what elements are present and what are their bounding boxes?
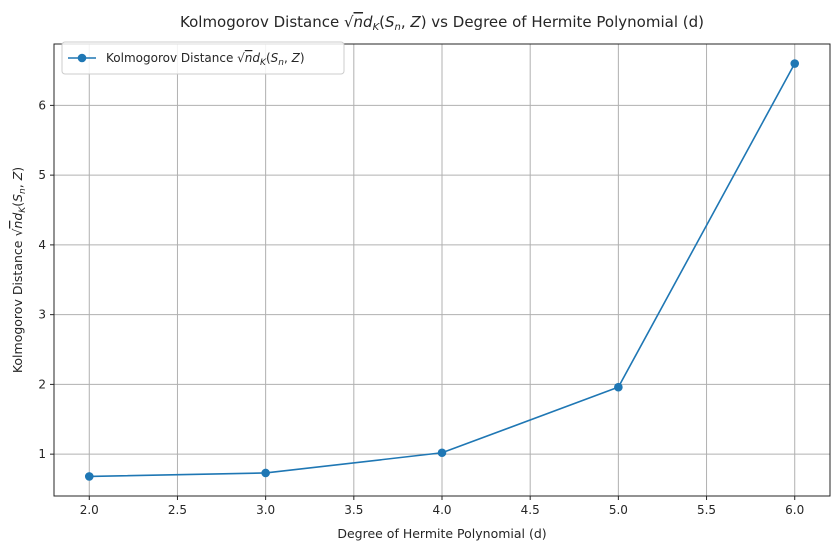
legend-marker-swatch — [77, 53, 87, 63]
x-tick-label: 5.0 — [609, 503, 628, 517]
y-tick-label: 6 — [38, 98, 46, 112]
x-tick-label: 3.5 — [344, 503, 363, 517]
x-tick-label: 3.0 — [256, 503, 275, 517]
y-tick-label: 5 — [38, 168, 46, 182]
data-point — [437, 448, 447, 458]
data-point — [790, 59, 800, 68]
legend-box — [61, 41, 345, 75]
data-point — [614, 382, 623, 392]
x-axis-label: Degree of Hermite Polynomial (d) — [337, 526, 546, 541]
y-axis-label: Kolmogorov Distance √ndK(Sn, Z) — [10, 167, 28, 373]
y-tick-label: 2 — [38, 377, 46, 391]
data-point — [84, 472, 94, 481]
x-tick-label: 2.5 — [168, 503, 187, 517]
x-tick-label: 4.5 — [521, 503, 540, 517]
data-point — [261, 468, 270, 478]
y-tick-label: 4 — [38, 238, 46, 252]
grid — [54, 44, 830, 496]
axis-ticks: 2.0 2.5 3.0 3.5 4.0 4.5 5.0 5.5 6.0 1 2 3 4 5 6 — [38, 98, 804, 517]
legend-entry-label: Kolmogorov Distance √ndK(Sn, Z) — [106, 51, 305, 68]
legend: Kolmogorov Distance √ndK(Sn, Z) — [61, 41, 345, 75]
chart-title: Kolmogorov Distance √ndK(Sn, Z) vs Degre… — [180, 13, 704, 33]
x-tick-label: 4.0 — [432, 503, 451, 517]
x-tick-label: 2.0 — [80, 503, 99, 517]
x-tick-label: 5.5 — [697, 503, 716, 517]
plot-frame — [53, 43, 831, 497]
series-line-group — [84, 59, 800, 481]
x-tick-label: 6.0 — [785, 503, 804, 517]
y-tick-label: 3 — [38, 308, 46, 322]
y-tick-label: 1 — [38, 447, 46, 461]
